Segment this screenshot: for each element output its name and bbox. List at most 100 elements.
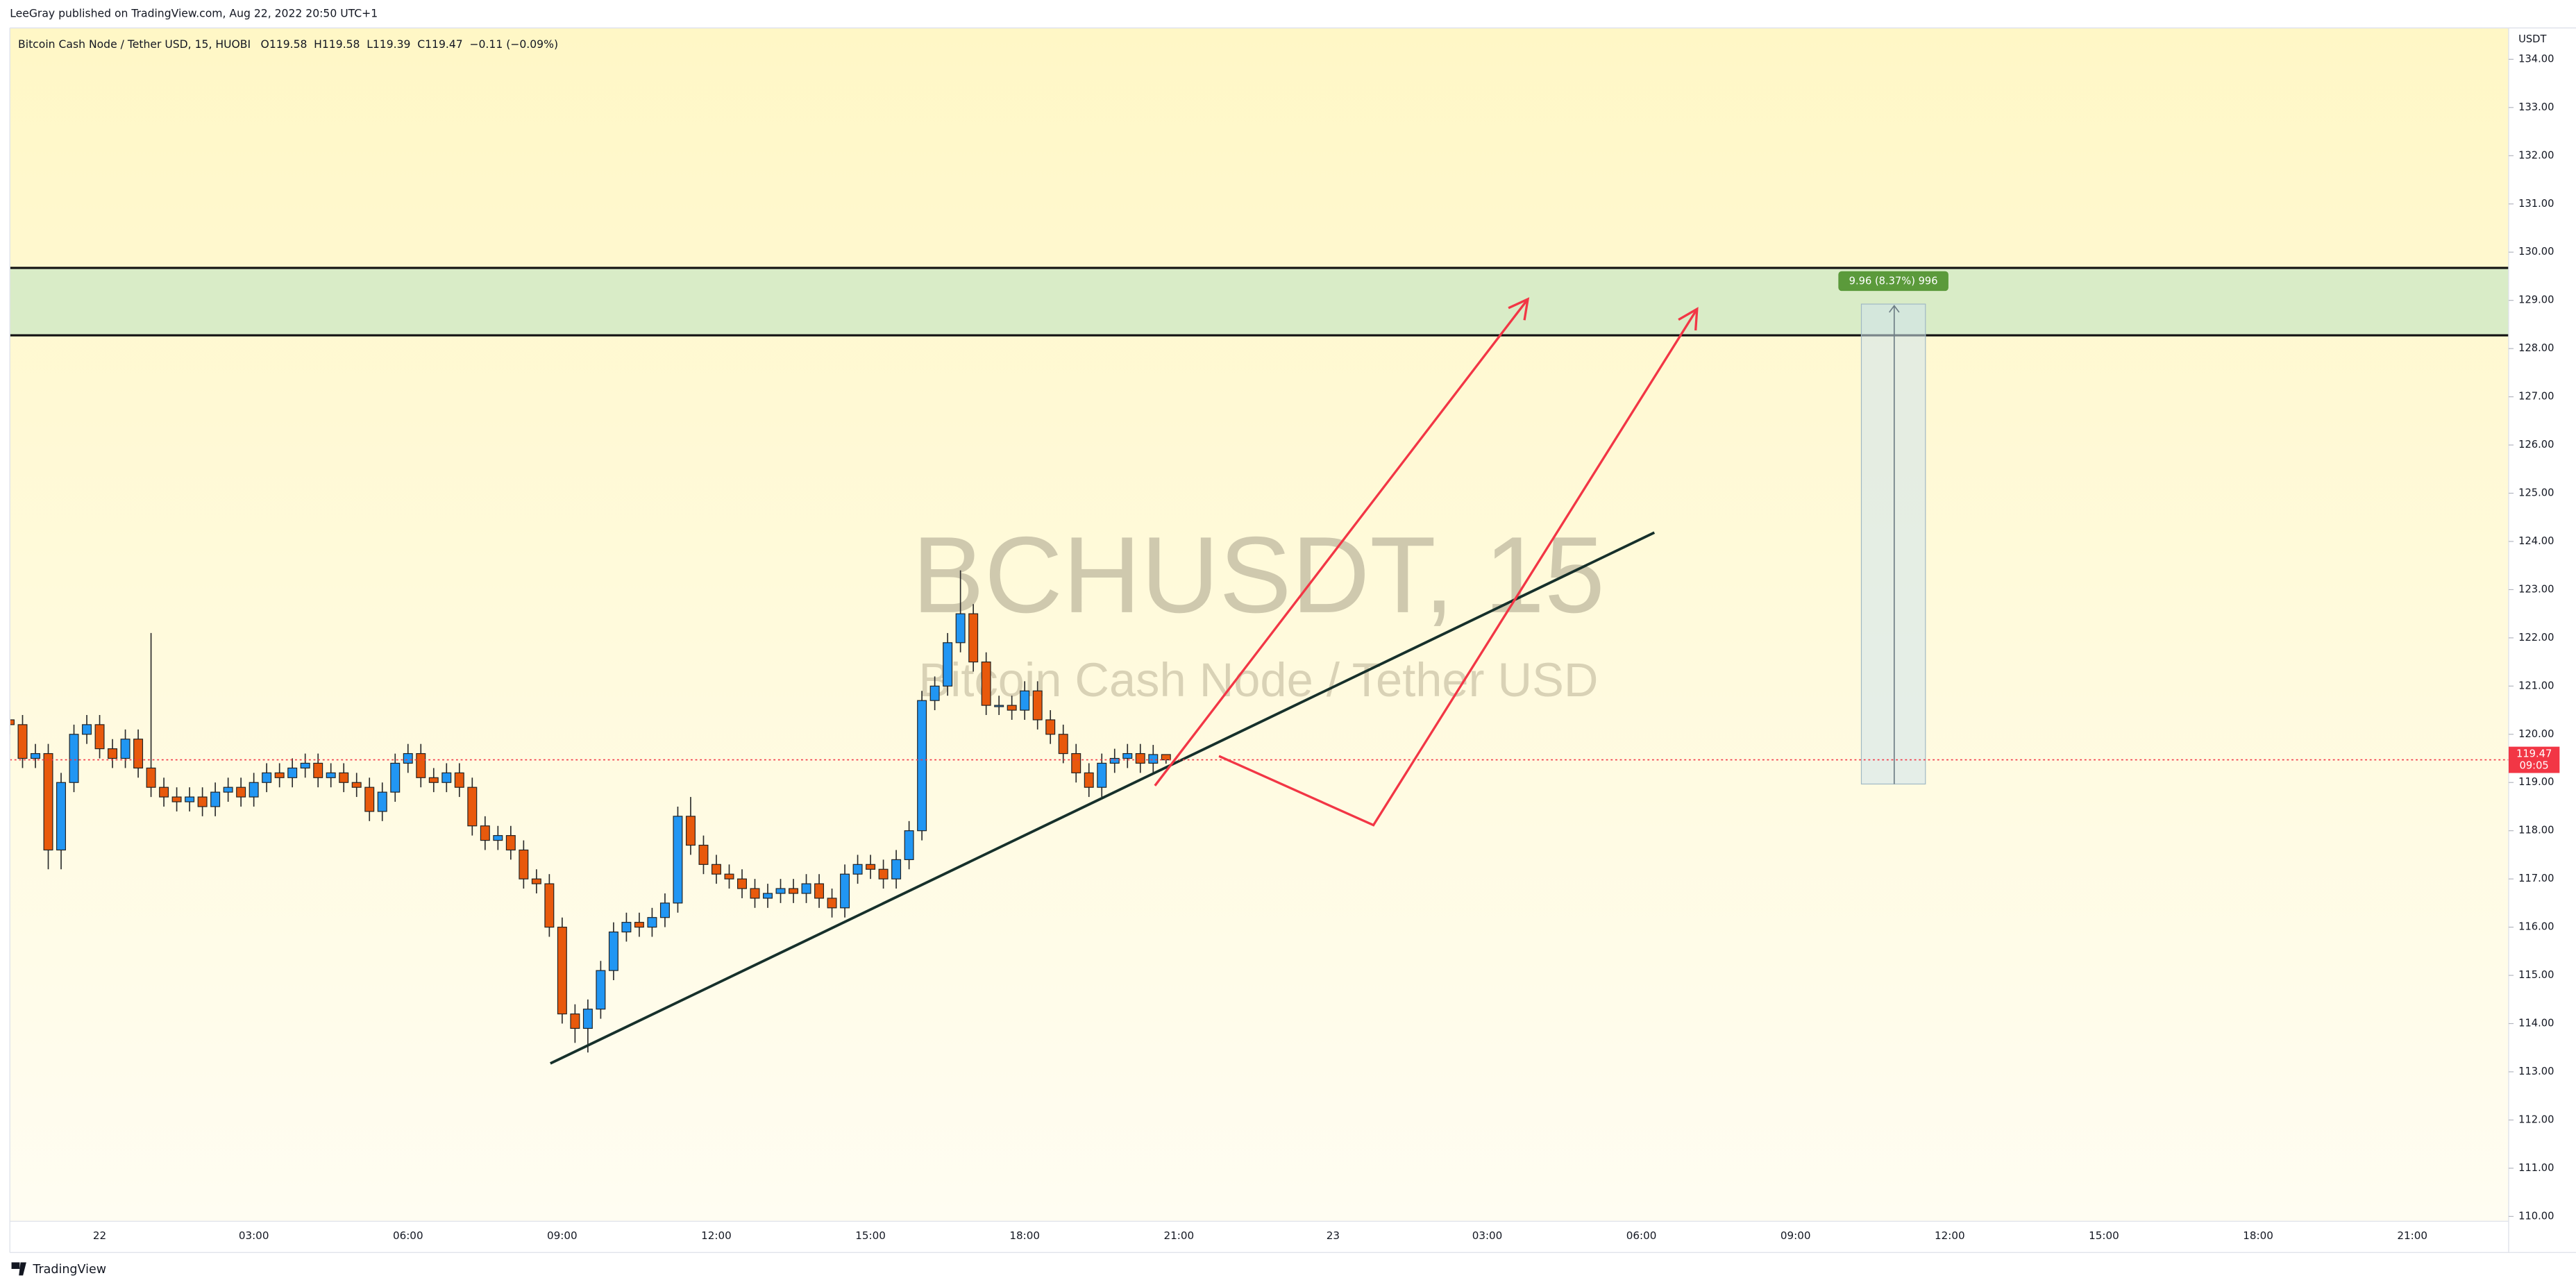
candle-body bbox=[43, 752, 53, 851]
candle-body bbox=[878, 868, 889, 880]
candle-body bbox=[775, 888, 786, 894]
candle-body bbox=[724, 873, 734, 880]
candle-body bbox=[968, 613, 979, 663]
legend-low: L119.39 bbox=[367, 37, 410, 50]
legend-close: C119.47 bbox=[417, 37, 463, 50]
candle-body bbox=[1122, 752, 1133, 759]
candle-body bbox=[852, 864, 863, 875]
candle-body bbox=[544, 883, 555, 928]
header-bar bbox=[0, 0, 2576, 28]
y-tick-label: 121.00 bbox=[2518, 680, 2554, 691]
candle-body bbox=[159, 786, 169, 798]
brand: TradingView bbox=[32, 1263, 106, 1277]
candle-body bbox=[467, 786, 478, 827]
y-tick-label: 133.00 bbox=[2518, 101, 2554, 113]
logo-part bbox=[11, 1262, 20, 1269]
candle-body bbox=[377, 791, 387, 812]
candle-body bbox=[737, 878, 747, 889]
candles bbox=[5, 570, 1171, 1053]
candle-body bbox=[827, 898, 837, 909]
arrow bbox=[1218, 308, 1699, 827]
candle-body bbox=[1045, 719, 1056, 735]
x-tick-label: 12:00 bbox=[701, 1229, 732, 1242]
candle-body bbox=[750, 888, 760, 899]
candle-body bbox=[493, 835, 503, 841]
candle-body bbox=[673, 816, 683, 904]
x-tick-label: 12:00 bbox=[1935, 1229, 1965, 1242]
candle-body bbox=[339, 772, 349, 783]
x-tick-label: 03:00 bbox=[1472, 1229, 1503, 1242]
candle-body bbox=[390, 762, 401, 793]
candle-body bbox=[685, 816, 696, 846]
candle-body bbox=[108, 748, 118, 759]
arrow-head bbox=[1508, 297, 1530, 321]
candle-body bbox=[866, 864, 876, 870]
last-price-tag bbox=[2508, 746, 2560, 773]
candle-body bbox=[454, 772, 464, 788]
candle-body bbox=[531, 878, 541, 884]
y-tick-label: 113.00 bbox=[2518, 1066, 2554, 1077]
candle-body bbox=[621, 922, 632, 933]
candle-body bbox=[197, 796, 208, 807]
candle-body bbox=[711, 864, 721, 875]
candle-body bbox=[608, 931, 618, 971]
symbol: Bitcoin Cash Node / Tether USD, 15, HUOB… bbox=[18, 37, 251, 50]
y-tick-label: 117.00 bbox=[2518, 873, 2554, 884]
candle-body bbox=[994, 705, 1004, 707]
publisher: LeeGray published on TradingView.com, Au… bbox=[10, 8, 378, 20]
arrow bbox=[1154, 298, 1529, 786]
candle-body bbox=[981, 662, 991, 706]
candle-body bbox=[428, 777, 439, 783]
candle-body bbox=[185, 796, 195, 802]
x-tick-label: 09:00 bbox=[1781, 1229, 1811, 1242]
x-tick-label: 23 bbox=[1327, 1229, 1340, 1242]
y-tick-label: 128.00 bbox=[2518, 342, 2554, 354]
candle-body bbox=[171, 796, 182, 802]
candle-body bbox=[1084, 772, 1094, 788]
candle-body bbox=[917, 700, 927, 832]
watermark-symbol: BCHUSDT, 15 bbox=[912, 515, 1605, 636]
y-tick-label: 124.00 bbox=[2518, 535, 2554, 547]
candle-body bbox=[1058, 734, 1068, 755]
x-tick-label: 21:00 bbox=[1163, 1229, 1194, 1242]
brand-logo: TradingView bbox=[11, 1262, 106, 1277]
last-price-label: 119.47 bbox=[2516, 748, 2552, 759]
candle-body bbox=[596, 970, 606, 1010]
y-tick-label: 115.00 bbox=[2518, 969, 2554, 981]
candle-body bbox=[1097, 762, 1107, 788]
legend-open: O119.58 bbox=[261, 37, 308, 50]
legend: Bitcoin Cash Node / Tether USD, 15, HUOB… bbox=[18, 37, 558, 50]
candle-body bbox=[647, 917, 657, 928]
plot-background bbox=[10, 28, 2509, 1222]
legend-change: −0.11 (−0.09%) bbox=[469, 37, 558, 50]
y-tick-label: 132.00 bbox=[2518, 149, 2554, 161]
price-axis bbox=[2508, 28, 2576, 1287]
time-axis bbox=[0, 1221, 2509, 1287]
legend-high: H119.58 bbox=[314, 37, 360, 50]
candle-body bbox=[300, 762, 310, 768]
y-tick-label: 118.00 bbox=[2518, 825, 2554, 836]
y-tick-label: 127.00 bbox=[2518, 391, 2554, 403]
candle-body bbox=[891, 859, 902, 880]
candle-body bbox=[570, 1013, 580, 1029]
logo-part bbox=[19, 1262, 26, 1276]
candle-body bbox=[943, 642, 953, 687]
x-tick-label: 06:00 bbox=[1626, 1229, 1657, 1242]
x-tick-label: 22 bbox=[93, 1229, 106, 1242]
candle-body bbox=[1161, 754, 1171, 761]
y-tick-label: 120.00 bbox=[2518, 728, 2554, 740]
candle-body bbox=[82, 724, 92, 735]
candle-body bbox=[210, 791, 221, 807]
candle-body bbox=[364, 786, 375, 812]
candle-body bbox=[814, 883, 825, 899]
candle-body bbox=[840, 873, 850, 909]
candle-body bbox=[519, 849, 529, 880]
candle-body bbox=[146, 767, 156, 788]
left-margin bbox=[0, 28, 10, 1222]
candle-body bbox=[133, 739, 144, 768]
candle-body bbox=[1007, 705, 1017, 711]
x-tick-label: 18:00 bbox=[1009, 1229, 1040, 1242]
candle-body bbox=[1135, 752, 1145, 764]
